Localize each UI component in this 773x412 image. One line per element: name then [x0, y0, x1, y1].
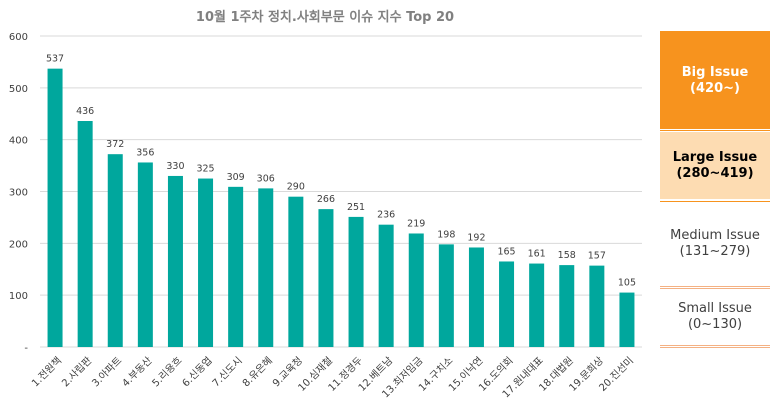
bar	[499, 261, 515, 347]
bar	[107, 154, 123, 347]
data-label: 309	[227, 172, 245, 183]
y-tick-label: 600	[9, 32, 28, 43]
legend-rule	[660, 31, 770, 32]
bar	[378, 224, 394, 347]
legend-rule	[660, 201, 770, 202]
bar	[559, 265, 575, 347]
x-tick-label: 5.리용흐	[150, 355, 185, 390]
data-label: 158	[558, 250, 576, 261]
data-label: 537	[46, 54, 64, 65]
legend-big-issue-range: (420~)	[690, 80, 740, 96]
legend-rule	[660, 130, 770, 131]
data-label: 325	[196, 164, 214, 175]
y-tick-label: 300	[9, 188, 28, 199]
legend-rule	[660, 345, 770, 346]
data-label: 330	[166, 161, 184, 172]
data-label: 105	[618, 278, 636, 289]
data-label: 161	[528, 249, 546, 260]
bar-chart: - 100 200 300 400 500 600 537 1.전원책 436 2.사립판 372 3.…	[9, 32, 642, 400]
data-label: 219	[407, 218, 425, 229]
data-label: 198	[437, 229, 455, 240]
bar	[468, 247, 484, 347]
bar	[318, 209, 334, 347]
y-tick-label: 500	[9, 84, 28, 95]
legend-small-issue-range: (0~130)	[687, 316, 743, 332]
y-tick-label: -	[24, 343, 28, 354]
legend-large-issue-name: Large Issue	[672, 149, 758, 165]
data-label: 356	[136, 147, 154, 158]
bar	[137, 162, 153, 347]
bar	[589, 265, 605, 347]
legend-medium-issue-name: Medium Issue	[670, 228, 760, 244]
bar	[258, 188, 274, 347]
bar	[348, 216, 364, 347]
data-label: 251	[347, 202, 365, 213]
x-tick-label: 1.전원책	[29, 355, 64, 390]
x-tick-label: 8.유은혜	[240, 355, 275, 390]
legend-small-issue-name: Small Issue	[678, 300, 752, 316]
chart-title: 10월 1주차 정치.사회부문 이슈 지수 Top 20	[195, 10, 455, 25]
issue-level-legend: Big Issue (420~) Large Issue (280~419) M…	[660, 31, 770, 348]
y-tick-label: 400	[9, 136, 28, 147]
legend-small-issue: Small Issue (0~130)	[660, 289, 770, 344]
bar	[47, 68, 63, 347]
bar	[619, 292, 635, 347]
y-tick-label: 100	[9, 291, 28, 302]
data-label: 236	[377, 210, 395, 221]
bar	[529, 263, 545, 347]
data-label: 306	[257, 173, 275, 184]
bar	[438, 244, 454, 347]
bar	[408, 233, 424, 347]
data-label: 266	[317, 194, 335, 205]
legend-rule	[660, 286, 770, 287]
bar	[167, 175, 183, 347]
bar	[228, 186, 244, 347]
legend-large-issue-range: (280~419)	[676, 165, 754, 181]
legend-big-issue: Big Issue (420~)	[660, 32, 770, 129]
data-label: 372	[106, 139, 124, 150]
legend-medium-issue-range: (131~279)	[679, 244, 751, 259]
data-label: 157	[588, 251, 606, 262]
legend-large-issue: Large Issue (280~419)	[660, 132, 770, 199]
data-label: 436	[76, 106, 94, 117]
bar	[288, 196, 304, 347]
legend-rule	[660, 288, 770, 289]
data-label: 165	[497, 246, 515, 257]
x-tick-label: 3.아파트	[90, 355, 125, 390]
y-tick-label: 200	[9, 239, 28, 250]
x-tick-label: 6.신동엽	[180, 355, 215, 390]
data-label: 192	[467, 232, 485, 243]
x-tick-label: 4.부동산	[120, 355, 155, 390]
legend-rule	[660, 347, 770, 348]
legend-big-issue-name: Big Issue	[681, 64, 749, 80]
bar	[198, 178, 214, 347]
x-tick-label: 2.사립판	[59, 354, 94, 389]
x-tick-label: 7.신도시	[210, 355, 245, 390]
data-label: 290	[287, 182, 305, 193]
bar	[77, 121, 93, 347]
legend-medium-issue: Medium Issue (131~279)	[660, 203, 770, 285]
